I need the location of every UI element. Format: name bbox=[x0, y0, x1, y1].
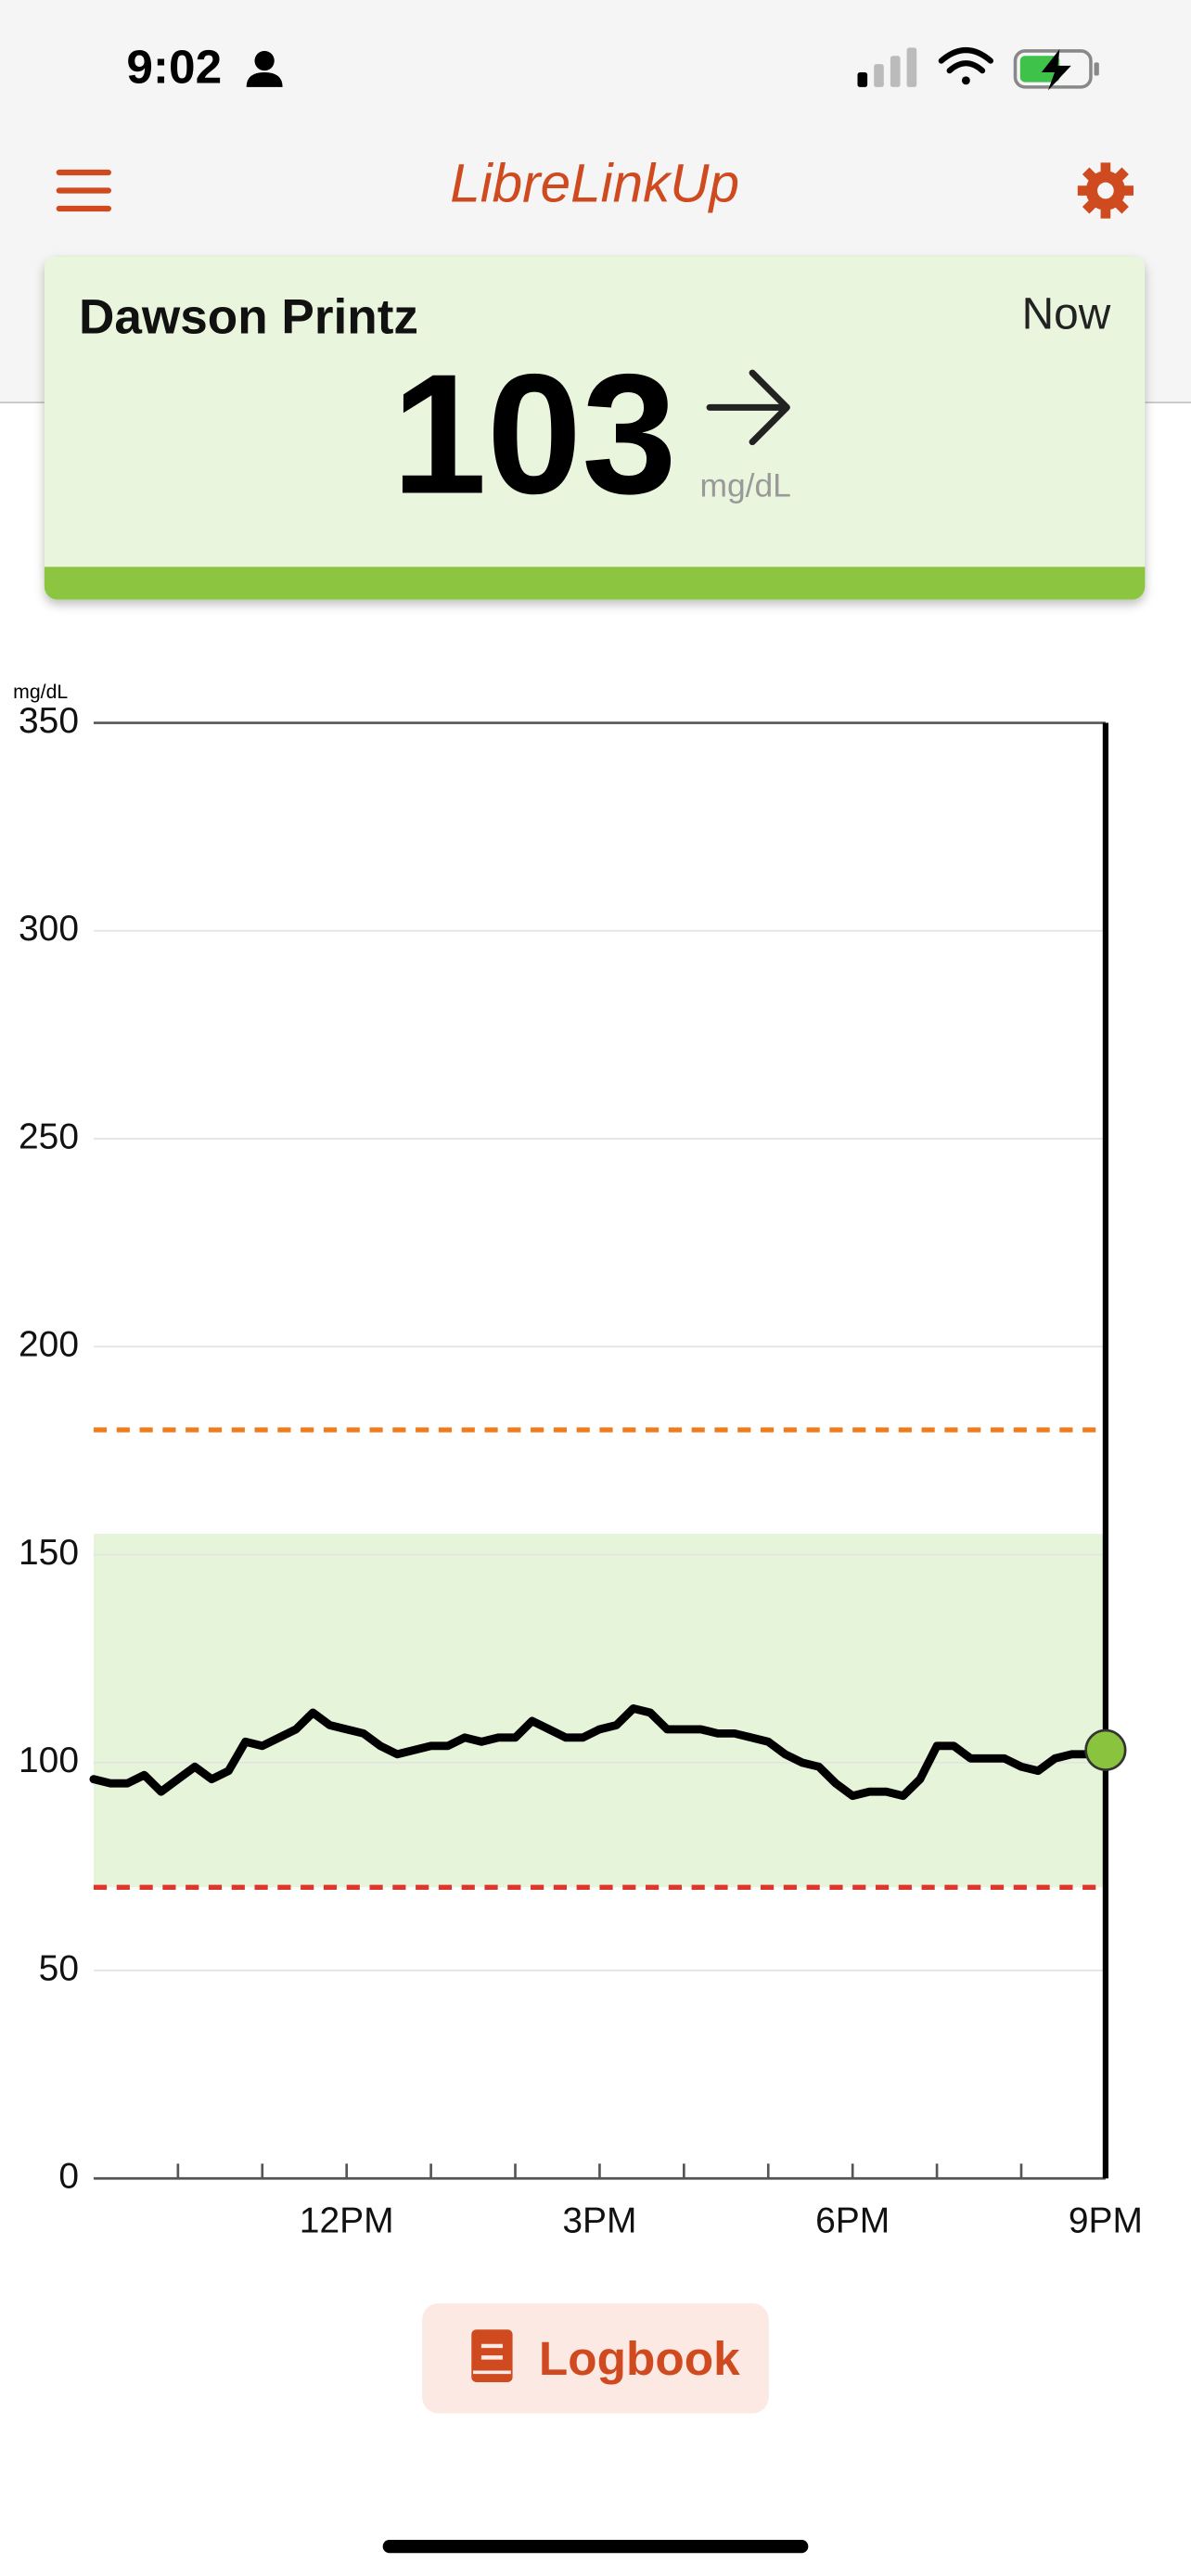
x-tick-label: 9PM bbox=[1069, 2200, 1143, 2240]
menu-button[interactable] bbox=[56, 169, 111, 212]
current-reading-marker bbox=[1084, 1728, 1127, 1771]
x-tick-label: 12PM bbox=[300, 2200, 394, 2240]
signal-icon bbox=[857, 47, 917, 87]
logbook-label: Logbook bbox=[539, 2332, 740, 2385]
wifi-icon bbox=[938, 47, 994, 85]
y-axis-unit: mg/dL bbox=[13, 681, 68, 703]
battery-icon bbox=[1013, 49, 1099, 91]
reading-card[interactable] bbox=[44, 256, 1146, 600]
target-range bbox=[93, 1534, 1106, 1888]
person-icon bbox=[246, 50, 283, 87]
y-tick-label: 100 bbox=[19, 1741, 79, 1780]
trend-arrow bbox=[706, 369, 790, 446]
glucose-chart: mg/dL 0 50 100 150 200 250 300 350 12PM 3PM 6PM 9PM bbox=[13, 681, 1143, 2240]
y-tick-label: 50 bbox=[39, 1948, 79, 1988]
glucose-unit: mg/dL bbox=[699, 467, 790, 504]
app-title: LibreLinkUp bbox=[450, 153, 739, 213]
reading-time: Now bbox=[1022, 290, 1111, 339]
settings-button[interactable] bbox=[1077, 162, 1134, 219]
glucose-value: 103 bbox=[391, 338, 676, 529]
x-tick-label: 3PM bbox=[562, 2200, 636, 2240]
y-tick-label: 200 bbox=[19, 1325, 79, 1365]
y-tick-label: 350 bbox=[19, 701, 79, 741]
status-time: 9:02 bbox=[126, 41, 222, 94]
x-tick-label: 6PM bbox=[815, 2200, 890, 2240]
y-tick-label: 250 bbox=[19, 1116, 79, 1156]
glucose-line bbox=[89, 1704, 1110, 1801]
logbook-button[interactable]: Logbook bbox=[422, 2302, 769, 2414]
y-tick-label: 300 bbox=[19, 909, 79, 949]
y-tick-label: 150 bbox=[19, 1533, 79, 1573]
y-tick-label: 0 bbox=[58, 2157, 79, 2197]
patient-name: Dawson Printz bbox=[79, 290, 418, 345]
home-indicator bbox=[382, 2540, 809, 2554]
